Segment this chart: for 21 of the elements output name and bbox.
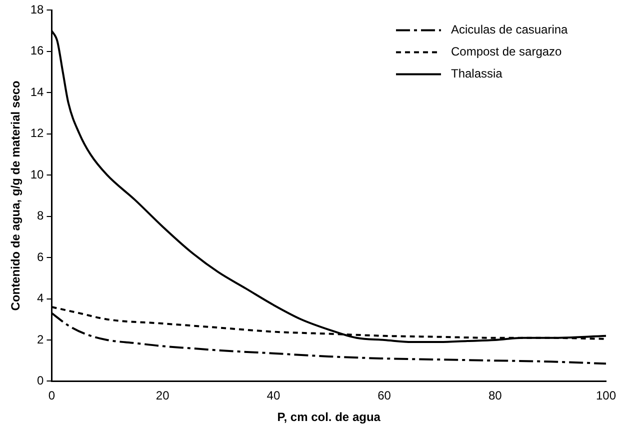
legend-label: Compost de sargazo [451,44,562,59]
x-tick-label: 100 [596,388,616,403]
y-tick-label: 0 [37,374,44,388]
y-tick-label: 6 [37,250,44,264]
x-tick-label: 0 [48,388,56,403]
y-tick-label: 4 [37,291,44,306]
y-tick-label: 2 [37,332,44,346]
x-tick-label: 40 [266,388,280,403]
legend-label: Thalassia [451,66,503,81]
x-tick-label: 20 [156,388,170,403]
y-tick-label: 10 [30,167,44,182]
x-tick-label: 80 [488,388,502,403]
y-tick-label: 18 [30,2,44,17]
y-tick-label: 12 [30,126,44,140]
y-tick-label: 8 [37,208,44,223]
y-tick-label: 16 [30,44,44,58]
x-axis-title: P, cm col. de agua [277,410,381,424]
x-tick-label: 60 [378,388,392,403]
y-axis-title: Contenido de agua, g/g de material seco [8,80,23,311]
legend-label: Aciculas de casuarina [451,22,568,37]
y-tick-label: 14 [30,84,44,99]
